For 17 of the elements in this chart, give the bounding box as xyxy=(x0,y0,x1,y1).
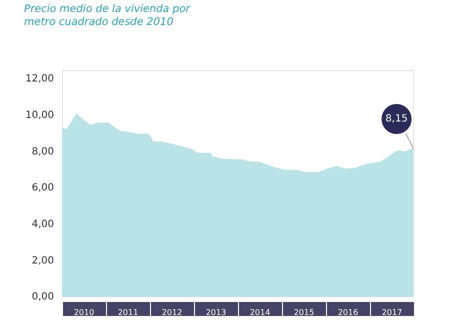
x-tick-label: 2017 xyxy=(382,308,402,317)
annotation: 8,15 xyxy=(385,114,408,125)
chart-title: Precio medio de la vivienda por metro cuadrado desde 2010 xyxy=(24,3,192,29)
y-tick-label: 4,00 xyxy=(32,218,54,230)
x-tick-label: 2016 xyxy=(338,308,358,317)
y-tick-label: 8,00 xyxy=(32,146,54,158)
y-tick-label: 10,00 xyxy=(25,110,54,121)
x-tick-label: 2014 xyxy=(250,308,270,317)
x-tick-label: 2011 xyxy=(118,308,138,317)
x-tick-label: 2015 xyxy=(294,308,314,317)
y-tick-label: 6,00 xyxy=(32,182,54,194)
x-tick-label: 2010 xyxy=(74,308,94,317)
x-tick-label: 2012 xyxy=(162,308,182,317)
x-tick-label: 2013 xyxy=(206,308,226,317)
y-tick-label: 0,00 xyxy=(32,292,54,303)
y-tick-label: 12,00 xyxy=(25,74,54,85)
y-tick-label: 2,00 xyxy=(32,255,54,266)
